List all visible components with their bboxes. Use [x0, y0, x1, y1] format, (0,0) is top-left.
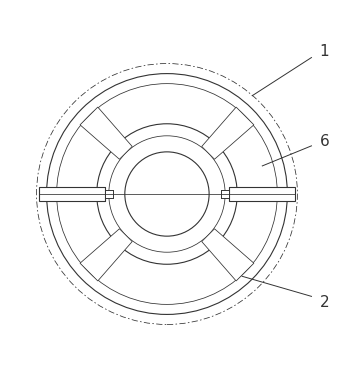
Bar	[221, 190, 229, 198]
Bar	[39, 187, 105, 200]
Polygon shape	[202, 229, 254, 281]
Text: 1: 1	[320, 44, 329, 59]
Bar	[229, 187, 295, 200]
Bar	[105, 190, 113, 198]
Polygon shape	[80, 107, 132, 159]
Text: 2: 2	[320, 295, 329, 310]
Polygon shape	[202, 107, 254, 159]
Polygon shape	[80, 229, 132, 281]
Text: 6: 6	[320, 134, 329, 149]
